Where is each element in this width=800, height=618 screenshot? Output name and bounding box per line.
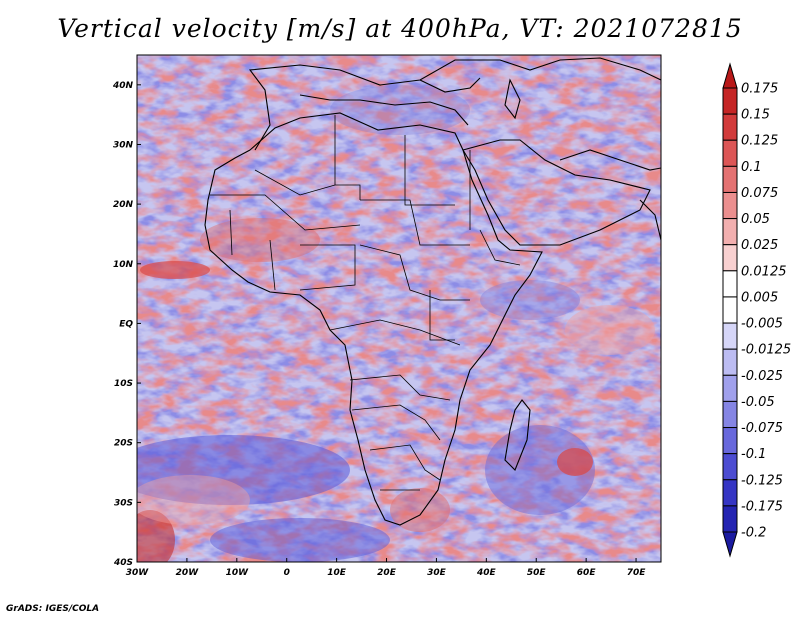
lat-tick-label: 40S	[113, 558, 133, 568]
lon-tick-label: 70E	[627, 568, 647, 578]
lon-tick-label: 30W	[126, 568, 150, 578]
colorbar-swatch	[722, 87, 738, 115]
lon-tick-label: 50E	[527, 568, 547, 578]
lon-tick-label: 40E	[476, 568, 497, 578]
lat-tick-label: 20S	[114, 439, 133, 449]
chart-title: Vertical velocity [m/s] at 400hPa, VT: 2…	[57, 14, 743, 43]
lat-tick-label: 40N	[112, 81, 134, 91]
colorbar-level-label: 0.075	[741, 186, 778, 201]
colorbar-level-label: 0.1	[741, 160, 762, 175]
colorbar-level-label: -0.005	[741, 317, 783, 332]
credit-label: GrADS: IGES/COLA	[6, 604, 100, 614]
colorbar-level-label: 0.15	[741, 108, 770, 123]
colorbar-top-arrow	[722, 62, 738, 89]
colorbar-swatch	[722, 244, 738, 272]
colorbar-level-label: -0.125	[741, 473, 783, 488]
colorbar-level-label: -0.1	[741, 447, 766, 462]
colorbar-swatch	[722, 505, 738, 533]
colorbar-swatch	[722, 218, 738, 246]
colorbar-level-label: 0.05	[741, 212, 770, 227]
coastlines	[204, 57, 661, 526]
colorbar-level-label: 0.125	[741, 134, 778, 149]
lat-tick-label: 10S	[114, 379, 133, 389]
colorbar-swatch	[722, 165, 738, 193]
colorbar-swatch	[722, 270, 738, 298]
colorbar-level-label: -0.0125	[741, 343, 791, 358]
lon-tick-label: 20E	[377, 568, 397, 578]
colorbar-swatch	[722, 191, 738, 220]
lon-tick-label: 0	[284, 568, 290, 578]
country-borders	[210, 115, 521, 491]
colorbar-swatch	[722, 400, 738, 429]
lat-tick-label: 30S	[114, 498, 133, 508]
colorbar-bottom-arrow	[722, 531, 738, 558]
lon-tick-label: 30E	[427, 568, 447, 578]
colorbar-swatch	[722, 322, 738, 350]
colorbar-swatch	[722, 427, 738, 455]
colorbar-level-label: -0.175	[741, 499, 783, 514]
longitude-axis: 30W 20W 10W 0 10E 20E 30E 40E 50E 60E 70E	[126, 558, 646, 578]
latitude-axis: 40N 30N 20N 10N EQ 10S 20S 30S 40S	[112, 81, 141, 568]
map-frame	[136, 54, 662, 563]
lat-tick-label: 20N	[113, 200, 134, 210]
lon-tick-label: 10E	[327, 568, 347, 578]
colorbar-level-label: -0.025	[741, 369, 783, 384]
lat-tick-label: EQ	[119, 319, 133, 329]
colorbar-level-label: -0.05	[741, 395, 775, 410]
lon-tick-label: 10W	[226, 568, 250, 578]
lat-tick-label: 10N	[113, 260, 134, 270]
colorbar-level-label: 0.025	[741, 238, 778, 253]
colorbar-swatch	[722, 374, 738, 402]
colorbar-level-label: -0.075	[741, 421, 783, 436]
colorbar-level-label: 0.005	[741, 290, 778, 305]
lon-tick-label: 20W	[176, 568, 200, 578]
colorbar-swatch	[722, 113, 738, 141]
colorbar-level-label: -0.2	[741, 526, 766, 541]
velocity-field	[137, 55, 661, 562]
colorbar-swatch	[722, 348, 738, 376]
colorbar-swatch	[722, 453, 738, 481]
colorbar-swatch	[722, 479, 738, 507]
colorbar-level-label: 0.0125	[741, 264, 787, 279]
colorbar: 0.175 0.15 0.125 0.1 0.075 0.05 0.025 0.0125 0.0…	[722, 62, 791, 558]
lat-tick-label: 30N	[113, 140, 134, 150]
colorbar-level-label: 0.175	[741, 82, 778, 97]
colorbar-swatch	[722, 296, 738, 324]
colorbar-swatch	[722, 139, 738, 167]
lon-tick-label: 60E	[577, 568, 597, 578]
